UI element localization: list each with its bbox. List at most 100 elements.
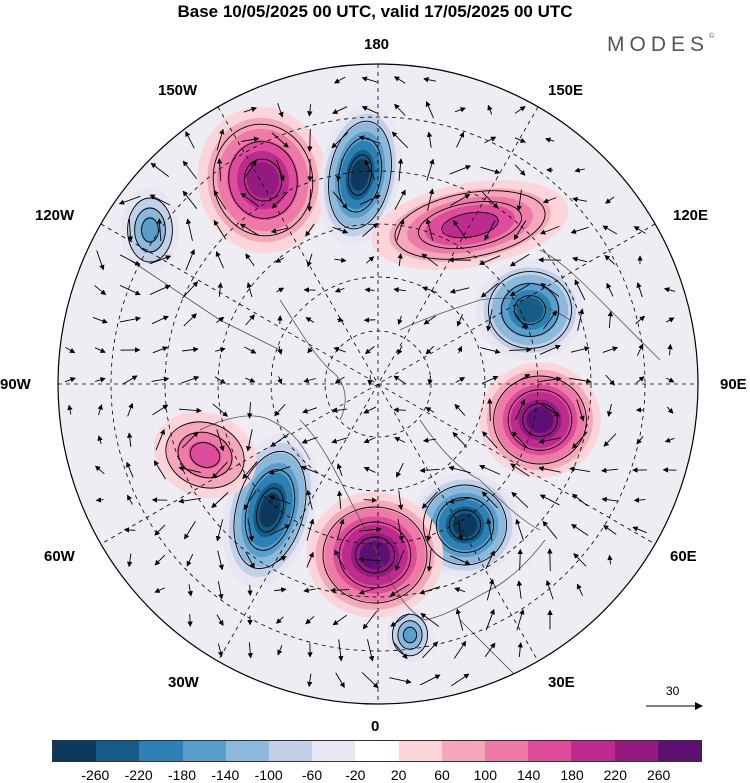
wind-arrow	[127, 494, 133, 505]
wind-arrow	[514, 106, 526, 114]
anomaly-band	[188, 441, 222, 469]
wind-arrow	[605, 196, 615, 204]
wind-arrow	[306, 551, 314, 568]
wind-arrow	[361, 76, 378, 83]
wind-arrow	[425, 345, 435, 355]
wind-arrow	[458, 519, 464, 542]
colorbar-swatch	[441, 741, 486, 761]
wind-arrow	[178, 465, 201, 473]
wind-arrow	[633, 497, 646, 503]
wind-arrow	[449, 287, 470, 294]
wind-arrow	[358, 556, 382, 563]
wind-arrow	[212, 403, 229, 417]
colorbar-swatch	[528, 741, 572, 761]
wind-arrow	[515, 399, 526, 421]
colorbar-swatch	[139, 741, 183, 761]
contour-line	[355, 536, 395, 574]
wind-arrow	[245, 551, 255, 569]
wind-arrow	[97, 404, 103, 416]
wind-arrow	[392, 641, 408, 660]
wind-arrow	[602, 225, 618, 235]
wind-arrow	[389, 677, 412, 685]
wind-arrow	[333, 76, 346, 84]
wind-arrow	[572, 431, 588, 449]
wind-arrow	[393, 287, 406, 293]
wind-arrow	[95, 497, 104, 503]
wind-arrow	[543, 310, 557, 330]
contour-pacific-high	[212, 123, 314, 237]
wind-arrow	[420, 613, 440, 627]
wind-arrow	[217, 550, 224, 571]
wind-arrow	[427, 375, 433, 385]
wind-arrow	[329, 587, 350, 593]
wind-arrow	[542, 197, 557, 204]
wind-arrow	[601, 467, 619, 474]
contour-siberia-high	[394, 190, 546, 260]
wind-arrow	[448, 497, 471, 504]
contour-line	[507, 389, 573, 451]
wind-arrow	[396, 462, 404, 478]
wind-arrow	[306, 489, 313, 510]
wind-arrow	[393, 375, 407, 385]
wind-arrow	[363, 406, 377, 414]
wind-arrow	[397, 315, 403, 325]
wind-arrow	[268, 466, 291, 475]
colorbar-tick-label: -20	[345, 767, 366, 783]
contour-line	[513, 295, 547, 325]
wind-arrow	[152, 346, 169, 354]
wind-arrow	[633, 226, 646, 234]
anomaly-band	[140, 216, 160, 244]
lon-label-0: 0	[371, 718, 380, 735]
wind-arrow	[358, 586, 381, 595]
wind-arrow	[448, 465, 471, 474]
wind-arrow	[364, 346, 375, 355]
colorbar-tick-label: 60	[434, 767, 450, 783]
colorbar-tick-label: 180	[560, 767, 584, 783]
wind-arrow	[511, 431, 528, 449]
reference-vector-label: 30	[666, 684, 680, 698]
wind-arrow	[247, 642, 253, 659]
wind-arrow	[307, 104, 313, 117]
wind-arrow	[361, 672, 379, 689]
wind-arrow	[510, 374, 531, 386]
wind-arrow	[268, 495, 291, 505]
wind-arrow	[216, 128, 225, 151]
wind-arrow	[394, 437, 406, 443]
wind-arrow	[419, 586, 441, 595]
wind-arrow	[333, 346, 346, 353]
wind-arrow	[306, 518, 315, 541]
wind-arrow	[602, 346, 619, 353]
wind-arrow	[513, 220, 527, 241]
wind-arrow	[358, 135, 381, 144]
lon-label-90e: 90E	[720, 376, 747, 393]
wind-arrow	[395, 549, 405, 572]
wind-arrow	[450, 194, 471, 206]
wind-arrow	[480, 347, 501, 354]
colorbar-tick-label: 20	[390, 767, 407, 783]
contour-line	[417, 201, 523, 249]
wind-arrow	[666, 406, 674, 414]
wind-arrow	[307, 347, 313, 354]
wind-arrow	[455, 377, 466, 383]
wind-arrow	[606, 282, 614, 297]
wind-arrow	[122, 375, 138, 385]
wind-arrow	[508, 347, 532, 353]
map-boundary	[57, 63, 699, 705]
wind-arrow	[539, 225, 560, 235]
wind-arrow	[156, 218, 163, 242]
wind-arrow	[419, 674, 441, 686]
wind-arrow	[569, 377, 592, 384]
wind-arrow	[187, 584, 193, 597]
wind-arrow	[245, 253, 255, 267]
wind-arrow	[300, 465, 319, 474]
wind-arrow	[332, 614, 347, 626]
wind-arrow	[486, 518, 493, 541]
wind-arrow	[602, 525, 617, 535]
wind-arrow	[127, 218, 134, 242]
anomaly-band	[526, 407, 554, 433]
lon-label-120e: 120E	[673, 207, 709, 224]
wind-arrow	[64, 377, 76, 383]
wind-arrow	[422, 437, 437, 443]
wind-arrow	[243, 160, 257, 180]
contour-line	[347, 154, 373, 196]
